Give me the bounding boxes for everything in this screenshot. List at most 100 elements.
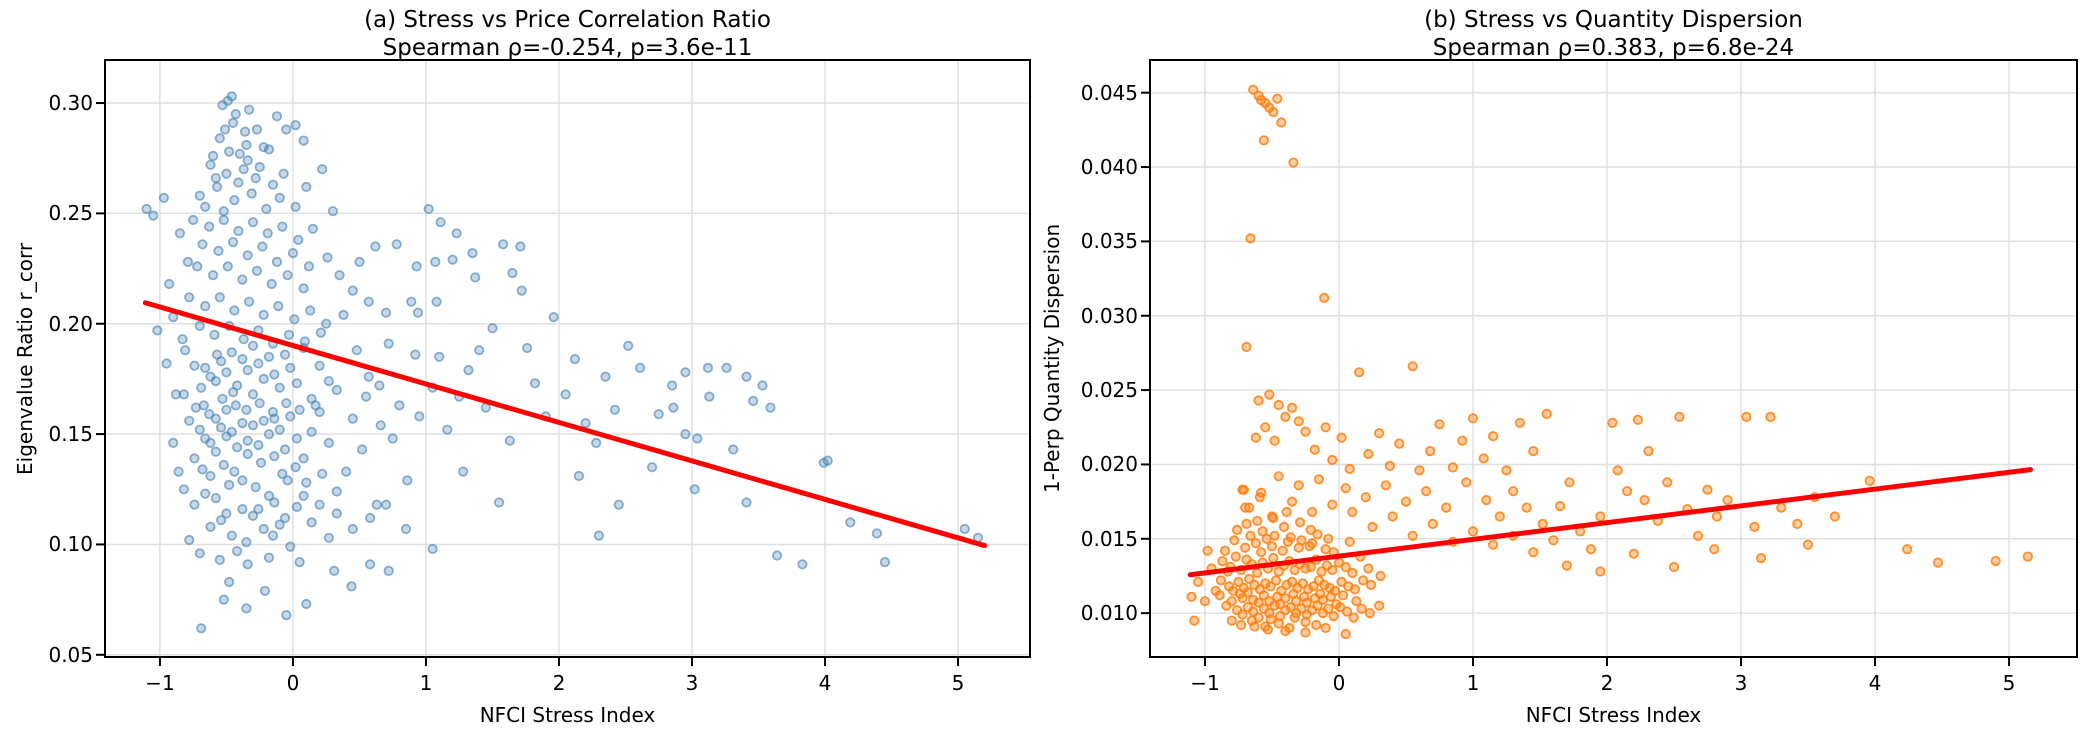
- scatter-point: [573, 470, 585, 482]
- scatter-point: [1308, 581, 1319, 592]
- scatter-point: [184, 292, 195, 303]
- scatter-point: [1309, 444, 1320, 455]
- scatter-point: [253, 503, 264, 515]
- scatter-point: [283, 329, 295, 340]
- x-tick-label: 1: [1466, 671, 1480, 695]
- scatter-point: [375, 420, 386, 431]
- scatter-point: [1564, 477, 1575, 488]
- scatter-point: [1344, 463, 1355, 474]
- scatter-point: [1329, 585, 1341, 596]
- scatter-point: [189, 360, 200, 371]
- scatter-point: [1217, 555, 1228, 567]
- scatter-point: [1709, 544, 1720, 555]
- scatter-point: [1232, 524, 1243, 536]
- scatter-point: [1242, 587, 1253, 598]
- panel-a-y-axis-label: Eigenvalue Ratio r_corr: [13, 242, 37, 475]
- y-tick-label: 0.015: [1080, 526, 1138, 551]
- scatter-point: [771, 550, 783, 561]
- scatter-point: [1226, 615, 1237, 626]
- scatter-point: [1295, 517, 1306, 528]
- scatter-point: [351, 345, 362, 356]
- panel-b-subtitle: Spearman ρ=0.383, p=6.8e-24: [1432, 35, 1795, 61]
- scatter-point: [1347, 567, 1358, 579]
- scatter-point: [1344, 536, 1355, 547]
- scatter-point: [1364, 607, 1375, 619]
- scatter-point: [216, 515, 227, 526]
- scatter-point: [1356, 603, 1367, 614]
- scatter-point: [470, 272, 481, 283]
- scatter-point: [1457, 435, 1468, 446]
- scatter-point: [210, 413, 221, 424]
- scatter-point: [237, 475, 248, 486]
- x-tick-label: 4: [818, 671, 832, 695]
- scatter-point: [1662, 477, 1673, 488]
- scatter-point: [371, 499, 382, 510]
- scatter-point: [298, 283, 309, 294]
- scatter-point: [593, 530, 605, 541]
- scatter-point: [458, 466, 469, 477]
- scatter-point: [251, 124, 263, 135]
- scatter-point: [282, 270, 293, 281]
- scatter-point: [702, 362, 714, 373]
- scatter-point: [279, 512, 291, 524]
- scatter-point: [347, 523, 358, 535]
- scatter-point: [1253, 612, 1264, 623]
- scatter-point: [269, 497, 280, 508]
- scatter-point: [346, 581, 357, 592]
- scatter-point: [1281, 506, 1292, 518]
- scatter-point: [1219, 545, 1231, 556]
- scatter-point: [1447, 462, 1459, 473]
- scatter-point: [1380, 480, 1392, 491]
- scatter-point: [1278, 521, 1290, 533]
- scatter-point: [1521, 502, 1532, 513]
- panel-b-y-axis-label: 1-Perp Quantity Dispersion: [1040, 223, 1064, 494]
- scatter-point: [364, 559, 376, 570]
- scatter-point: [497, 239, 509, 250]
- y-tick-label: 0.010: [1080, 601, 1138, 626]
- scatter-point: [474, 345, 485, 356]
- scatter-point: [271, 111, 283, 122]
- scatter-point: [363, 371, 374, 382]
- scatter-point: [281, 124, 292, 135]
- scatter-point: [210, 375, 221, 387]
- scatter-point: [411, 261, 422, 272]
- scatter-point: [529, 378, 541, 389]
- scatter-point: [331, 384, 342, 396]
- scatter-point: [277, 221, 288, 232]
- scatter-point: [1612, 465, 1623, 476]
- scatter-point: [493, 497, 505, 508]
- scatter-point: [242, 364, 253, 376]
- x-tick-label: 2: [1600, 671, 1614, 695]
- scatter-point: [285, 541, 296, 552]
- scatter-point: [278, 168, 289, 179]
- scatter-point: [487, 323, 498, 334]
- scatter-point: [1481, 494, 1492, 506]
- scatter-point: [250, 481, 261, 493]
- scatter-point: [1186, 591, 1197, 602]
- scatter-point: [447, 254, 458, 265]
- scatter-point: [289, 314, 300, 325]
- scatter-point: [232, 442, 243, 453]
- scatter-point: [263, 351, 275, 362]
- scatter-point: [218, 214, 229, 226]
- scatter-point: [210, 446, 221, 457]
- y-tick-label: 0.020: [1080, 452, 1138, 477]
- scatter-point: [1296, 535, 1307, 546]
- scatter-point: [721, 362, 732, 373]
- scatter-point: [274, 382, 285, 393]
- y-tick-label: 0.20: [48, 311, 93, 336]
- scatter-point: [224, 479, 235, 490]
- x-tick-label: −1: [145, 671, 175, 695]
- scatter-point: [623, 340, 634, 351]
- scatter-point: [298, 453, 309, 464]
- scatter-point: [1273, 471, 1284, 482]
- scatter-point: [233, 225, 244, 237]
- scatter-point: [560, 389, 571, 400]
- scatter-point: [298, 135, 309, 146]
- scatter-point: [273, 300, 284, 312]
- scatter-point: [591, 437, 602, 448]
- scatter-point: [1478, 453, 1489, 464]
- scatter-point: [285, 411, 296, 422]
- scatter-point: [1528, 445, 1539, 457]
